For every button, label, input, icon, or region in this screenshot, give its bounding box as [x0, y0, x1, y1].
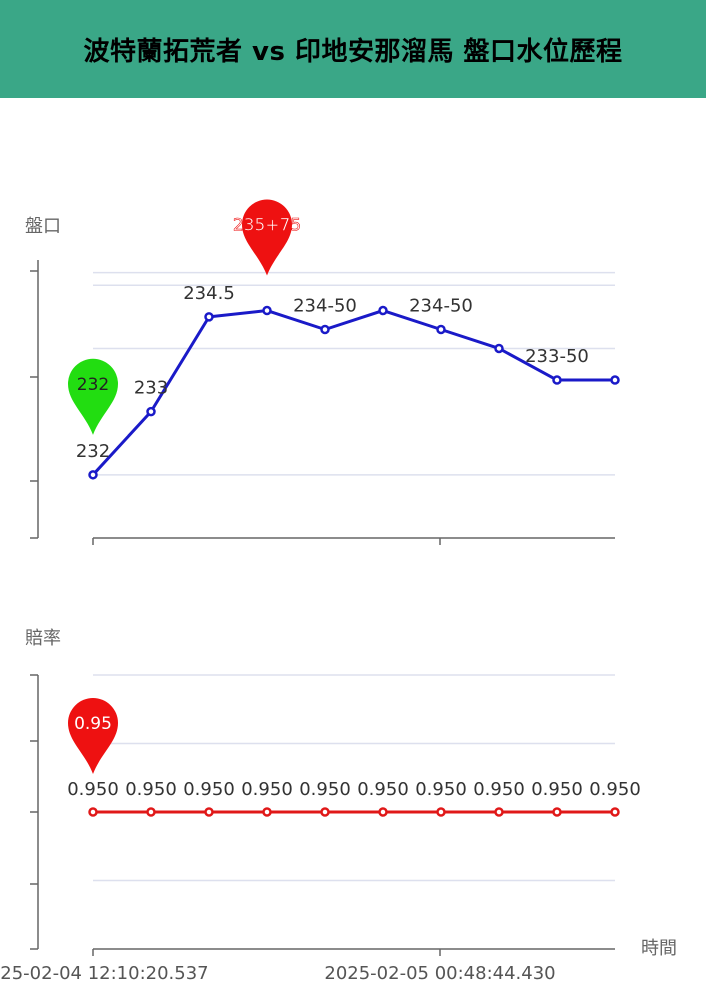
panel-1-data-point: [262, 305, 272, 316]
panel-2-x-axis-label: 時間: [641, 938, 677, 959]
panel-2-data-point: [552, 807, 562, 817]
panel-2-data-label: 0.950: [183, 779, 235, 800]
panel-1-data-label: 233-50: [525, 346, 589, 367]
odds-history-chart: 盤口 232 233 234.5 234-50 234-50 233-50 232 235+75…: [0, 199, 677, 984]
panel-1-data-label: 232: [76, 441, 110, 462]
panel-2-x-tick-label: 2025-02-04 12:10:20.537: [0, 963, 209, 984]
panel-1-series-line: [91, 309, 615, 476]
panel-2-data-point: [262, 807, 272, 817]
panel-1-data-point: [436, 324, 446, 335]
panel-1-data-point: [378, 305, 388, 316]
panel-1-data-point: [146, 406, 156, 417]
panel-1-data-point: [494, 343, 504, 354]
panel-1-data-point: [88, 470, 98, 480]
panel-1-min-pin-label: 232: [77, 375, 109, 395]
panel-2-data-label: 0.950: [415, 779, 467, 800]
panel-1-data-point: [610, 375, 620, 385]
panel-1-min-pin: [68, 358, 118, 435]
panel-1-data-label: 233: [134, 378, 168, 399]
panel-2-data-label: 0.950: [357, 779, 409, 800]
panel-2-data-label: 0.950: [241, 779, 293, 800]
panel-2-data-label: 0.950: [473, 779, 525, 800]
panel-1-y-axis-label: 盤口: [25, 216, 61, 237]
panel-2-data-point: [88, 807, 98, 817]
panel-1-max-pin: [242, 199, 292, 276]
panel-2-data-label: 0.950: [589, 779, 641, 800]
panel-2-data-point: [204, 807, 214, 817]
panel-1-data-point: [204, 312, 214, 322]
page-title: 波特蘭拓荒者 vs 印地安那溜馬 盤口水位歷程: [83, 36, 623, 67]
panel-2-data-point: [378, 807, 388, 817]
panel-2-data-point: [494, 807, 504, 817]
panel-2-data-point: [610, 807, 620, 817]
panel-2-data-point: [146, 807, 156, 817]
panel-1-data-label: 234-50: [293, 296, 357, 317]
panel-2-y-axis-label: 賠率: [25, 628, 61, 649]
panel-2-data-label: 0.950: [299, 779, 351, 800]
panel-1-data-point: [552, 375, 562, 385]
panel-2-data-point: [320, 807, 330, 817]
page-header: 波特蘭拓荒者 vs 印地安那溜馬 盤口水位歷程: [0, 0, 706, 98]
panel-2-max-pin-label: 0.95: [74, 714, 112, 734]
panel-2-data-label: 0.950: [125, 779, 177, 800]
panel-1-data-label: 234-50: [409, 296, 473, 317]
panel-2-max-pin: [68, 697, 118, 774]
panel-2-data-label: 0.950: [531, 779, 583, 800]
panel-1-data-point: [320, 324, 330, 335]
panel-2-x-tick-label: 2025-02-05 00:48:44.430: [324, 963, 555, 984]
panel-1-data-label: 234.5: [183, 283, 235, 304]
panel-2-data-label: 0.950: [67, 779, 119, 800]
panel-1-max-pin-label: 235+75: [233, 216, 301, 236]
panel-2-data-point: [436, 807, 446, 817]
